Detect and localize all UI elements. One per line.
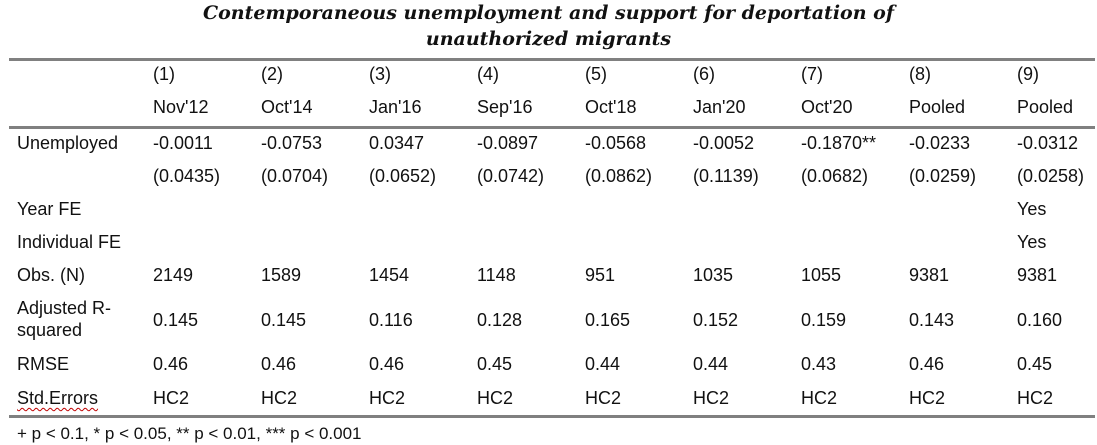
- col-num: (9): [1017, 64, 1039, 84]
- rmse-cell: 0.44: [585, 354, 621, 374]
- significance-footnote: + p < 0.1, * p < 0.05, ** p < 0.01, *** …: [17, 424, 362, 443]
- row-label-line-1: Adjusted R-: [17, 298, 112, 318]
- table-title-line-2: unauthorized migrants: [425, 28, 672, 50]
- rmse-cell: 0.45: [477, 354, 513, 374]
- col-wave: Nov'12: [153, 97, 209, 117]
- coef-cell: -0.0011: [153, 133, 213, 153]
- r2-cell: 0.159: [801, 310, 847, 330]
- col-num: (1): [153, 64, 175, 84]
- row-label: Std.Errors: [17, 388, 99, 408]
- row-label-line-2: squared: [17, 320, 83, 340]
- table-title-line-1: Contemporaneous unemployment and support…: [202, 2, 894, 24]
- stderr-cell: HC2: [1017, 388, 1054, 408]
- obs-cell: 1148: [477, 265, 516, 285]
- coef-cell: -0.0897: [477, 133, 539, 153]
- se-cell: (0.0435): [153, 166, 221, 186]
- coef-cell: 0.0347: [369, 133, 425, 153]
- coef-cell: -0.0568: [585, 133, 647, 153]
- stderr-cell: HC2: [801, 388, 838, 408]
- obs-cell: 2149: [153, 265, 194, 285]
- coef-cell: -0.0312: [1017, 133, 1079, 153]
- col-num: (8): [909, 64, 931, 84]
- col-wave: Oct'20: [801, 97, 853, 117]
- r2-cell: 0.145: [261, 310, 307, 330]
- col-num: (7): [801, 64, 823, 84]
- r2-cell: 0.165: [585, 310, 631, 330]
- row-label: Year FE: [17, 199, 82, 219]
- rmse-cell: 0.46: [153, 354, 189, 374]
- r2-cell: 0.160: [1017, 310, 1063, 330]
- r2-cell: 0.145: [153, 310, 199, 330]
- obs-cell: 1035: [693, 265, 734, 285]
- col-wave: Pooled: [909, 97, 966, 117]
- se-cell: (0.0704): [261, 166, 329, 186]
- row-label: RMSE: [17, 354, 70, 374]
- se-cell: (0.0862): [585, 166, 653, 186]
- se-cell: (0.1139): [693, 166, 759, 186]
- header-rule: [9, 126, 1095, 129]
- row-label: Individual FE: [17, 232, 122, 252]
- top-rule: [9, 58, 1095, 61]
- se-cell: (0.0652): [369, 166, 437, 186]
- col-num: (3): [369, 64, 391, 84]
- rmse-cell: 0.45: [1017, 354, 1053, 374]
- bottom-rule: [9, 415, 1095, 418]
- col-num: (2): [261, 64, 283, 84]
- obs-cell: 9381: [1017, 265, 1058, 285]
- obs-cell: 951: [585, 265, 616, 285]
- rmse-cell: 0.46: [369, 354, 405, 374]
- col-wave: Sep'16: [477, 97, 533, 117]
- se-cell: (0.0259): [909, 166, 977, 186]
- r2-cell: 0.143: [909, 310, 955, 330]
- obs-cell: 1454: [369, 265, 410, 285]
- obs-cell: 9381: [909, 265, 950, 285]
- stderr-cell: HC2: [369, 388, 406, 408]
- stderr-cell: HC2: [585, 388, 622, 408]
- row-label: Unemployed: [17, 133, 119, 153]
- coef-cell: -0.0753: [261, 133, 323, 153]
- stderr-cell: HC2: [693, 388, 730, 408]
- stderr-cell: HC2: [261, 388, 298, 408]
- stderr-cell: HC2: [909, 388, 946, 408]
- coef-cell: -0.0233: [909, 133, 971, 153]
- se-cell: (0.0682): [801, 166, 869, 186]
- r2-cell: 0.116: [369, 310, 413, 330]
- rmse-cell: 0.44: [693, 354, 729, 374]
- r2-cell: 0.152: [693, 310, 739, 330]
- coef-cell: -0.0052: [693, 133, 755, 153]
- fe-cell: Yes: [1017, 232, 1047, 252]
- stderr-cell: HC2: [477, 388, 514, 408]
- r2-cell: 0.128: [477, 310, 523, 330]
- col-wave: Jan'16: [369, 97, 422, 117]
- obs-cell: 1055: [801, 265, 842, 285]
- fe-cell: Yes: [1017, 199, 1047, 219]
- row-label: Obs. (N): [17, 265, 86, 285]
- col-wave: Pooled: [1017, 97, 1074, 117]
- col-wave: Oct'18: [585, 97, 637, 117]
- col-num: (6): [693, 64, 715, 84]
- coef-cell: -0.1870**: [801, 133, 877, 153]
- stderr-cell: HC2: [153, 388, 190, 408]
- col-num: (5): [585, 64, 607, 84]
- rmse-cell: 0.46: [261, 354, 297, 374]
- rmse-cell: 0.46: [909, 354, 945, 374]
- col-wave: Jan'20: [693, 97, 746, 117]
- se-cell: (0.0258): [1017, 166, 1085, 186]
- col-wave: Oct'14: [261, 97, 313, 117]
- col-num: (4): [477, 64, 499, 84]
- se-cell: (0.0742): [477, 166, 545, 186]
- obs-cell: 1589: [261, 265, 302, 285]
- rmse-cell: 0.43: [801, 354, 837, 374]
